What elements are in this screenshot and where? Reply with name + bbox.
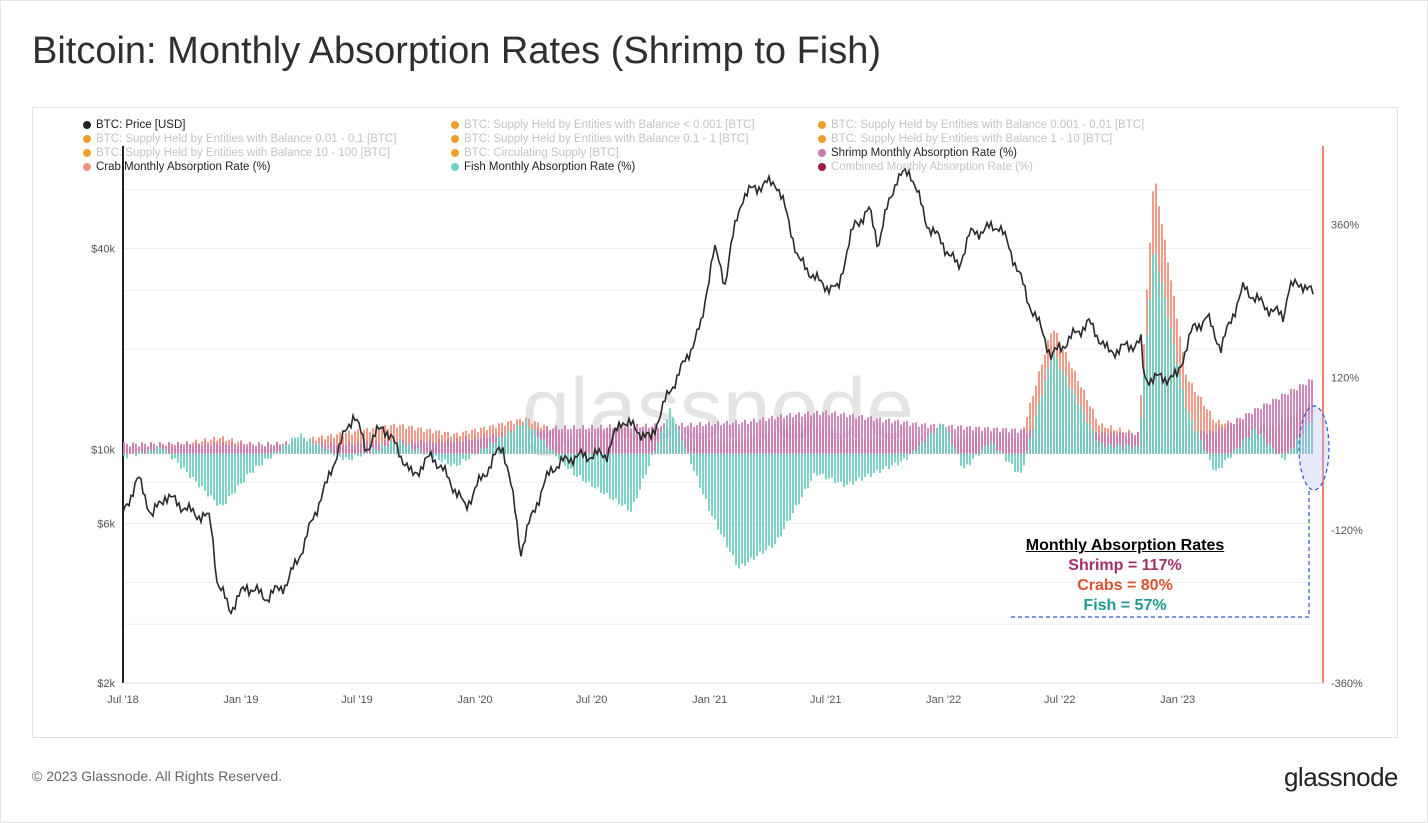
x-tick-label: Jan '23 — [1160, 694, 1195, 706]
legend-label: BTC: Supply Held by Entities with Balanc… — [464, 119, 755, 131]
x-tick-label: Jul '18 — [107, 694, 138, 706]
x-tick-label: Jan '21 — [692, 694, 727, 706]
annotation-crabs: Crabs = 80% — [1077, 577, 1173, 594]
y-left-tick-label: $40k — [91, 244, 115, 256]
annotation-fish: Fish = 57% — [1083, 597, 1167, 614]
legend-label: BTC: Supply Held by Entities with Balanc… — [464, 133, 749, 145]
page-title: Bitcoin: Monthly Absorption Rates (Shrim… — [32, 30, 882, 72]
legend-item[interactable]: BTC: Supply Held by Entities with Balanc… — [451, 133, 748, 145]
legend-item[interactable]: BTC: Price [USD] — [83, 119, 185, 131]
legend-label: BTC: Supply Held by Entities with Balanc… — [96, 147, 391, 159]
legend-item[interactable]: Shrimp Monthly Absorption Rate (%) — [818, 147, 1017, 159]
legend-label: BTC: Circulating Supply [BTC] — [464, 147, 619, 159]
chart-canvas: glassnode$2k$6k$10k$40k360%120%-120%-360… — [91, 146, 1363, 706]
legend-item[interactable]: Fish Monthly Absorption Rate (%) — [451, 161, 635, 173]
chart-frame: glassnode $2k $6k $10k $40k 360% 120% -120% -360… — [32, 107, 1398, 738]
x-tick-label: Jan '22 — [926, 694, 961, 706]
legend-item[interactable]: BTC: Circulating Supply [BTC] — [451, 147, 619, 159]
price-line — [122, 167, 1314, 616]
legend-label: BTC: Supply Held by Entities with Balanc… — [831, 133, 1113, 145]
legend-label: Crab Monthly Absorption Rate (%) — [96, 161, 271, 173]
legend-dot-icon — [83, 149, 91, 157]
y-right-tick-label: -360% — [1331, 678, 1363, 690]
x-tick-label: Jul '22 — [1044, 694, 1075, 706]
legend-item[interactable]: BTC: Supply Held by Entities with Balanc… — [83, 147, 390, 159]
legend-dot-icon — [818, 149, 826, 157]
legend-label: BTC: Supply Held by Entities with Balanc… — [96, 133, 397, 145]
footer-copyright: © 2023 Glassnode. All Rights Reserved. — [32, 768, 283, 784]
x-tick-label: Jan '20 — [457, 694, 492, 706]
y-right-tick-label: 120% — [1331, 372, 1359, 384]
y-right-tick-label: 360% — [1331, 219, 1359, 231]
x-tick-label: Jul '20 — [576, 694, 607, 706]
legend-item[interactable]: BTC: Supply Held by Entities with Balanc… — [83, 133, 396, 145]
y-left-tick-label: $6k — [97, 519, 115, 531]
legend-label: Shrimp Monthly Absorption Rate (%) — [831, 147, 1017, 159]
legend-dot-icon — [83, 121, 91, 129]
y-left-tick-label: $10k — [91, 445, 115, 457]
annotation-connector — [1008, 491, 1310, 618]
legend-label: BTC: Price [USD] — [96, 119, 186, 131]
x-tick-label: Jul '19 — [341, 694, 372, 706]
legend-dot-icon — [818, 121, 826, 129]
latest-highlight-ellipse — [1298, 405, 1330, 491]
legend-label: Combined Monthly Absorption Rate (%) — [831, 161, 1033, 173]
legend-dot-icon — [451, 149, 459, 157]
legend-item[interactable]: Combined Monthly Absorption Rate (%) — [818, 161, 1033, 173]
legend-label: BTC: Supply Held by Entities with Balanc… — [831, 119, 1145, 131]
y-left-tick-label: $2k — [97, 678, 115, 690]
annotation-shrimp: Shrimp = 117% — [1068, 557, 1182, 574]
legend-item[interactable]: BTC: Supply Held by Entities with Balanc… — [818, 133, 1112, 145]
x-tick-label: Jul '21 — [810, 694, 841, 706]
annotation-title: Monthly Absorption Rates — [1025, 537, 1225, 554]
glassnode-logo: glassnode — [1283, 762, 1399, 792]
absorption-bars-fish — [123, 252, 1313, 569]
legend-dot-icon — [83, 163, 91, 171]
legend-dot-icon — [818, 163, 826, 171]
y-right-tick-label: -120% — [1331, 525, 1363, 537]
absorption-annotation: Monthly Absorption Rates Shrimp = 117% C… — [1005, 536, 1245, 616]
legend-item[interactable]: BTC: Supply Held by Entities with Balanc… — [451, 119, 755, 131]
x-tick-label: Jan '19 — [223, 694, 258, 706]
legend-item[interactable]: Crab Monthly Absorption Rate (%) — [83, 161, 271, 173]
legend-item[interactable]: BTC: Supply Held by Entities with Balanc… — [818, 119, 1144, 131]
legend-dot-icon — [451, 163, 459, 171]
legend-dot-icon — [83, 135, 91, 143]
legend-dot-icon — [451, 121, 459, 129]
legend-label: Fish Monthly Absorption Rate (%) — [464, 161, 636, 173]
legend-dot-icon — [451, 135, 459, 143]
legend-dot-icon — [818, 135, 826, 143]
